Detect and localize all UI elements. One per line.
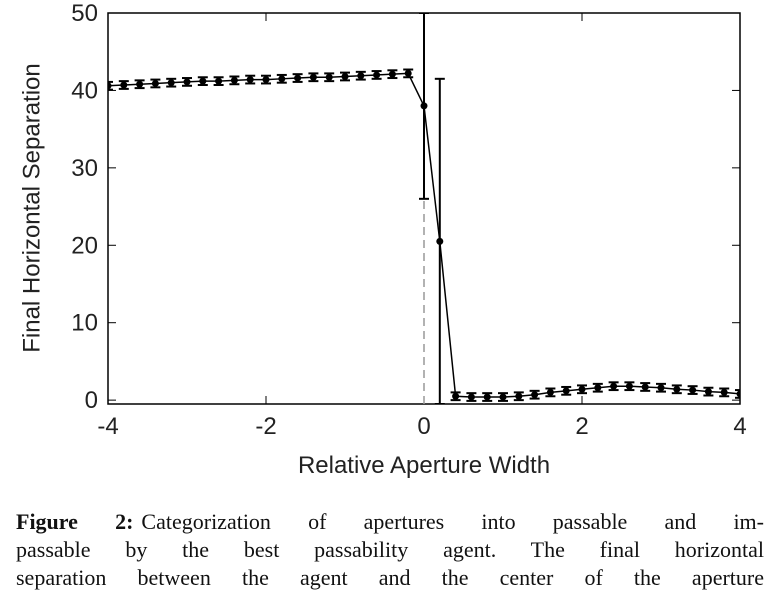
data-point [373, 71, 381, 79]
data-point [167, 79, 175, 87]
y-tick-label: 20 [71, 232, 98, 259]
data-point [531, 391, 539, 399]
data-point [594, 384, 602, 392]
chart: Final Horizontal Separation Relative Ape… [18, 0, 746, 479]
data-point [262, 76, 270, 84]
data-point [673, 385, 681, 393]
y-tick-label: 50 [71, 0, 98, 27]
y-tick-label: 10 [71, 310, 98, 337]
data-point [230, 76, 238, 84]
caption-label: Figure 2: [16, 509, 134, 534]
data-point [151, 79, 159, 87]
data-point [120, 81, 128, 89]
data-point [341, 72, 349, 80]
y-tick-label: 40 [71, 77, 98, 104]
data-point [467, 393, 475, 401]
data-point [452, 392, 460, 400]
data-point [215, 77, 223, 85]
data-point [657, 384, 665, 392]
y-axis-label: Final Horizontal Separation [18, 63, 45, 353]
data-point [278, 75, 286, 83]
x-tick-label: 2 [575, 413, 588, 440]
data-point [404, 69, 412, 77]
data-point [546, 388, 554, 396]
x-tick-label: -4 [97, 413, 118, 440]
data-point [325, 73, 333, 81]
data-point [436, 237, 444, 245]
data-point [562, 387, 570, 395]
caption-line: passable by the best passability agent. … [16, 537, 764, 562]
data-point [720, 388, 728, 396]
caption-text: Categorization of apertures into passabl… [141, 509, 764, 534]
data-point [309, 73, 317, 81]
x-axis-label: Relative Aperture Width [298, 452, 550, 479]
data-point [294, 74, 302, 82]
data-point [108, 82, 112, 90]
caption-line: separation between the agent and the cen… [16, 565, 764, 590]
data-point [610, 382, 618, 390]
x-tick-label: 4 [733, 413, 746, 440]
data-point [388, 70, 396, 78]
data-point [641, 383, 649, 391]
data-point [199, 77, 207, 85]
plot-area [108, 13, 740, 404]
data-point [420, 102, 428, 110]
data-point [246, 76, 254, 84]
data-point [578, 385, 586, 393]
y-tick-label: 0 [85, 387, 98, 414]
y-tick-label: 30 [71, 155, 98, 182]
data-point [736, 390, 740, 398]
data-point [704, 388, 712, 396]
x-tick-label: -2 [255, 413, 276, 440]
data-point [625, 382, 633, 390]
x-tick-label: 0 [417, 413, 430, 440]
data-point [483, 393, 491, 401]
data-point [357, 72, 365, 80]
caption-line: Figure 2: Categorization of apertures int… [16, 508, 764, 536]
data-point [515, 392, 523, 400]
data-point [183, 78, 191, 86]
data-point [689, 386, 697, 394]
data-point [499, 393, 507, 401]
data-point [136, 80, 144, 88]
